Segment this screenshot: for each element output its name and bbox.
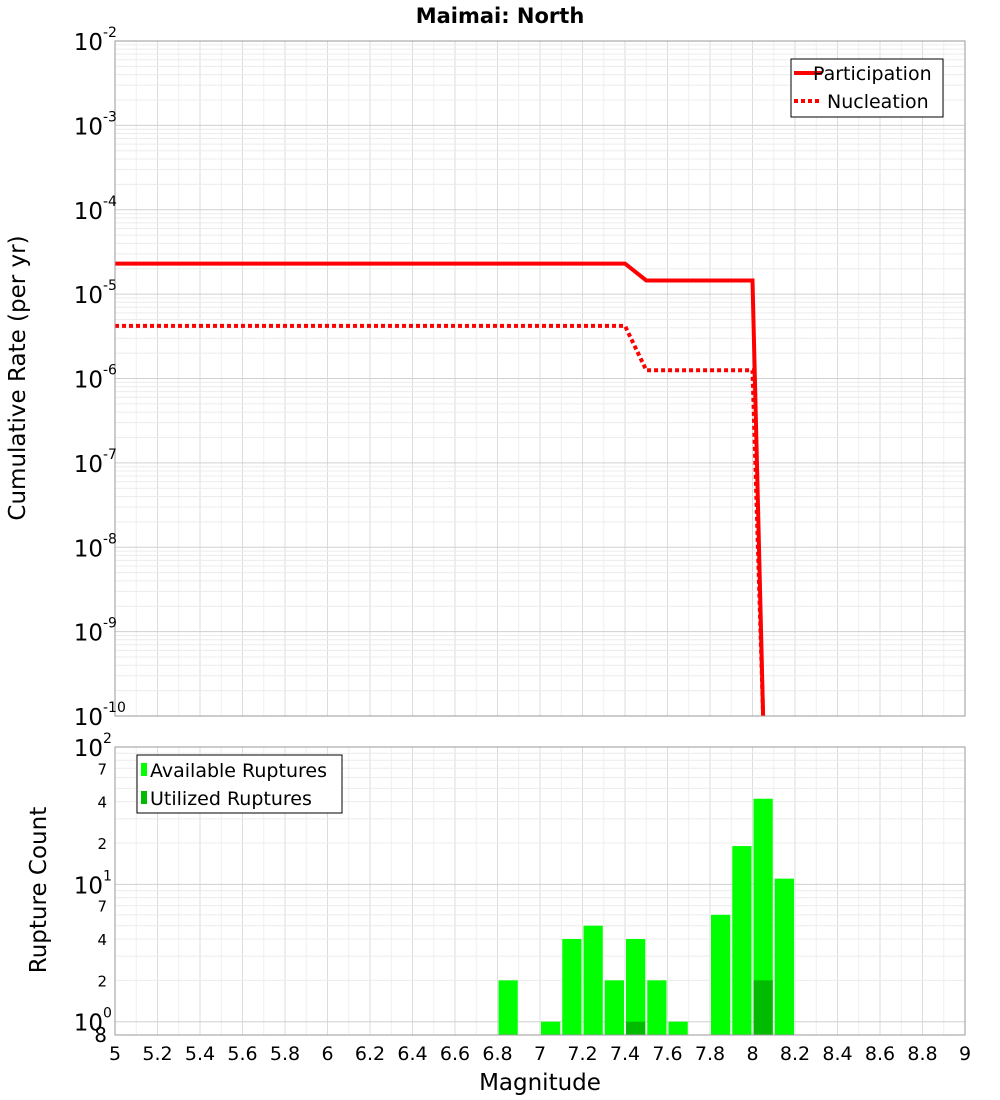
top-plot-y-tick-labels: 10-210-310-410-510-610-710-810-910-10 [74,25,126,731]
y-tick-label: 10 [74,536,103,562]
x-tick-label: 5 [109,1043,121,1065]
legend-label: Utilized Ruptures [150,788,312,810]
x-tick-label: 7.8 [695,1043,725,1065]
bar-available-ruptures [753,798,773,1035]
x-tick-label: 6.4 [397,1043,427,1065]
top-plot-y-axis-label: Cumulative Rate (per yr) [5,235,31,520]
y-tick-label: 10 [74,736,103,762]
y-minor-tick-label: 4 [97,931,107,949]
x-tick-label: 8.8 [907,1043,937,1065]
y-tick-exponent: 0 [103,1006,112,1022]
top-plot-legend: Participation Nucleation [790,58,944,118]
y-tick-label: 10 [74,873,103,899]
bottom-plot-y-axis-label: Rupture Count [26,807,52,973]
x-tick-label: 5.2 [142,1043,172,1065]
y-tick-label: 10 [74,705,103,731]
series-line-participation [115,261,766,717]
y-tick-exponent: -6 [103,363,117,379]
bottom-plot-legend: Available Ruptures Utilized Ruptures [136,754,343,814]
bar-available-ruptures [604,980,624,1035]
y-tick-label: 10 [74,30,103,56]
x-tick-label: 7.2 [567,1043,597,1065]
y-tick-exponent: -2 [103,25,117,41]
legend-swatch-utilized-ruptures [141,791,147,804]
y-tick-label: 10 [74,283,103,309]
legend-label: Available Ruptures [150,760,327,782]
y-tick-exponent: -3 [103,109,117,125]
series-line-nucleation [115,323,766,717]
bar-utilized-ruptures [753,980,773,1035]
x-tick-label: 5.4 [185,1043,215,1065]
bottom-plot-frame [114,746,966,1036]
bar-available-ruptures [647,980,667,1035]
x-tick-label: 8.4 [822,1043,852,1065]
y-tick-label: 10 [74,114,103,140]
bar-available-ruptures [562,939,582,1035]
y-tick-exponent: -8 [103,531,117,547]
y-tick-label: 10 [74,621,103,647]
x-tick-label: 7 [534,1043,546,1065]
y-minor-tick-label: 2 [97,835,107,853]
x-tick-label: 6.8 [482,1043,512,1065]
legend-label: Nucleation [827,91,929,113]
chart-title: Maimai: North [416,4,585,28]
x-tick-label: 7.4 [610,1043,640,1065]
bar-available-ruptures [774,878,794,1035]
x-axis-label: Magnitude [479,1070,601,1096]
top-plot-series [115,261,766,717]
x-tick-label: 6.2 [355,1043,385,1065]
x-tick-label: 5.6 [227,1043,257,1065]
top-plot: 10-210-310-410-510-610-710-810-910-10 Ma… [5,4,966,731]
bar-available-ruptures [732,846,752,1035]
bar-available-ruptures [498,980,518,1035]
y-tick-exponent: 1 [103,868,112,884]
y-minor-tick-label: 4 [97,794,107,812]
legend-box [136,754,343,814]
y-tick-label: 10 [74,368,103,394]
y-tick-exponent: -5 [103,278,117,294]
x-tick-label: 8.2 [780,1043,810,1065]
legend-label: Participation [813,63,932,85]
bar-available-ruptures [711,914,731,1035]
bar-utilized-ruptures [626,1021,646,1035]
bar-available-ruptures [583,925,603,1035]
x-tick-label: 5.8 [270,1043,300,1065]
y-tick-label: 10 [74,452,103,478]
x-tick-label: 6.6 [440,1043,470,1065]
y-minor-tick-label: 8 [94,1023,107,1047]
x-tick-label: 8.6 [865,1043,895,1065]
bar-available-ruptures [541,1021,561,1035]
bar-available-ruptures [668,1021,688,1035]
legend-box [790,58,944,118]
bottom-plot-bars [498,798,794,1035]
bottom-plot-grid [114,747,966,1035]
x-tick-label: 6 [321,1043,333,1065]
y-tick-exponent: -9 [103,616,117,632]
y-minor-tick-label: 7 [97,898,107,916]
x-tick-label: 9 [959,1043,971,1065]
x-axis-tick-labels: 5 5.2 5.4 5.6 5.8 6 6.2 6.4 6.6 6.8 7 7.2 7.4 7.6 7.8 8… [109,1043,971,1065]
y-tick-exponent: -10 [103,700,126,716]
top-plot-frame [114,40,966,717]
y-minor-tick-label: 2 [97,972,107,990]
y-minor-tick-label: 7 [97,760,107,778]
y-tick-label: 10 [74,199,103,225]
bar-available-ruptures [626,939,646,1035]
y-tick-exponent: -7 [103,447,117,463]
top-plot-grid [114,41,966,717]
legend-swatch-available-ruptures [141,763,147,776]
x-tick-label: 7.6 [652,1043,682,1065]
x-tick-label: 8 [746,1043,758,1065]
y-tick-exponent: 2 [103,731,112,747]
y-tick-exponent: -4 [103,194,117,210]
y-tick-label: 10 [74,1011,103,1037]
